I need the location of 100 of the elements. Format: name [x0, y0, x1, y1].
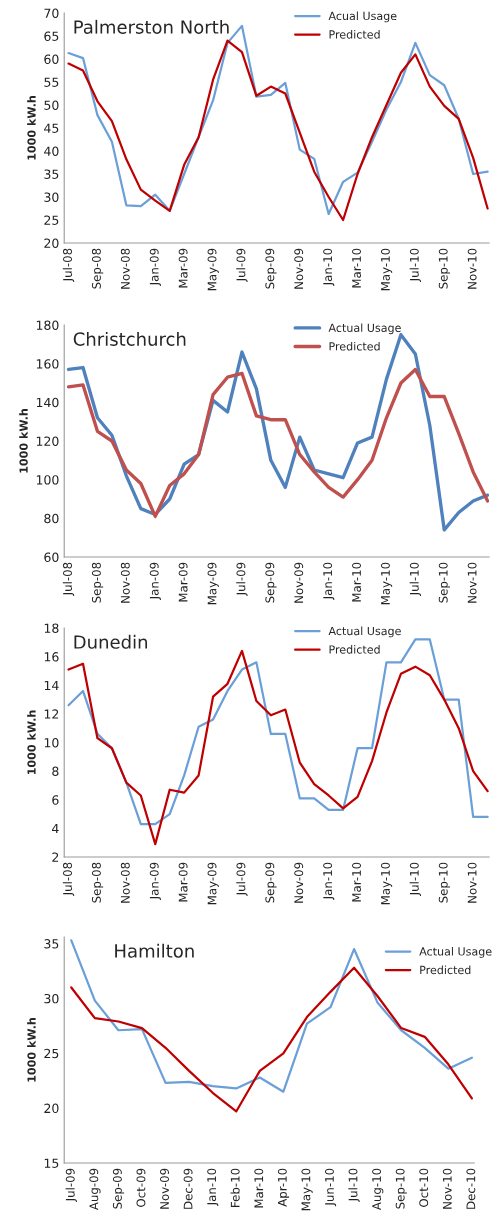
x-tick-label: Sep-10 — [438, 562, 450, 603]
y-tick-label: 140 — [36, 397, 59, 408]
chart-title: Christchurch — [73, 331, 186, 346]
x-tick-label: Sep-09 — [265, 562, 277, 603]
x-tick-label: Jul-09 — [65, 1168, 77, 1202]
legend-label: Predicted — [329, 645, 380, 654]
y-tick-label: 6 — [52, 795, 59, 805]
x-tick-label: Jun-10 — [324, 1168, 337, 1207]
y-tick-label: 20 — [44, 1103, 59, 1114]
x-tick-label: Sep-10 — [438, 862, 450, 903]
y-tick-label: 60 — [44, 54, 59, 64]
x-tick-label: Jul-08 — [62, 562, 75, 596]
x-tick-label: Jan-09 — [149, 862, 161, 900]
x-tick-label: Jul-09 — [236, 862, 248, 896]
y-tick-label: 10 — [44, 737, 59, 748]
x-tick-label: Jul-08 — [62, 248, 75, 282]
x-tick-label: Jul-09 — [236, 248, 248, 282]
x-tick-label: Nov-10 — [467, 562, 477, 603]
y-tick-label: 180 — [36, 320, 59, 330]
y-axis-title: 1000 kW.h — [27, 710, 36, 775]
x-tick-label: Jul-10 — [409, 862, 421, 896]
x-tick-label: Mar-10 — [352, 248, 361, 288]
y-tick-label: 100 — [36, 475, 59, 485]
y-tick-label: 15 — [44, 1158, 59, 1168]
x-tick-label: Nov-08 — [120, 248, 130, 289]
y-tick-label: 12 — [44, 709, 59, 719]
y-axis-title: 1000 kW.h — [27, 96, 36, 160]
y-tick-label: 18 — [44, 623, 59, 633]
y-tick-label: 30 — [44, 993, 59, 1004]
x-tick-label: Oct-09 — [136, 1168, 146, 1207]
x-tick-label: Jan-10 — [323, 248, 335, 286]
legend-label: Acual Usage — [328, 11, 397, 23]
x-tick-label: Nov-09 — [294, 248, 304, 289]
x-tick-label: Sep-08 — [91, 562, 104, 603]
y-tick-label: 80 — [44, 513, 59, 524]
x-tick-label: Sep-08 — [91, 248, 104, 289]
legend-label: Actual Usage — [328, 323, 401, 335]
y-tick-label: 70 — [44, 8, 59, 18]
x-tick-label: Sep-10 — [395, 1168, 407, 1209]
x-tick-label: Aug-10 — [372, 1168, 384, 1211]
y-tick-label: 35 — [44, 939, 59, 949]
x-tick-label: Mar-09 — [178, 248, 188, 288]
x-tick-label: Sep-09 — [112, 1168, 125, 1209]
x-tick-label: Mar-10 — [352, 862, 361, 902]
y-tick-label: 8 — [52, 766, 59, 777]
x-tick-label: Mar-10 — [352, 562, 361, 602]
y-tick-label: 120 — [36, 436, 59, 446]
x-tick-label: May-09 — [207, 562, 219, 605]
x-tick-label: Jan-09 — [149, 248, 161, 286]
legend-label: Predicted — [420, 965, 471, 975]
x-tick-label: Oct-10 — [419, 1168, 429, 1207]
legend-label: Actual Usage — [419, 947, 492, 958]
chart-title: Dunedin — [74, 634, 147, 649]
y-tick-label: 35 — [44, 169, 59, 179]
x-tick-label: Mar-09 — [178, 562, 188, 602]
y-tick-label: 50 — [44, 100, 59, 110]
x-tick-label: Sep-09 — [265, 862, 277, 903]
x-tick-label: Jan-09 — [149, 562, 161, 600]
x-tick-label: Jul-10 — [409, 248, 421, 282]
x-tick-label: May-10 — [380, 562, 393, 605]
x-tick-label: Nov-09 — [160, 1168, 169, 1209]
x-tick-label: Jul-09 — [236, 562, 248, 596]
x-tick-label: Jan-10 — [323, 562, 335, 600]
x-tick-label: Nov-10 — [467, 862, 477, 903]
line-series — [66, 367, 490, 519]
y-tick-label: 60 — [44, 552, 59, 562]
x-tick-label: Nov-09 — [294, 862, 304, 903]
x-tick-label: May-09 — [207, 248, 219, 291]
x-tick-label: Nov-08 — [120, 862, 130, 903]
x-tick-label: Jul-10 — [348, 1168, 360, 1202]
legend-label: Actual Usage — [328, 626, 401, 638]
x-tick-label: Mar-09 — [178, 862, 188, 902]
x-tick-label: Jan-10 — [323, 862, 335, 900]
x-tick-label: Nov-10 — [467, 248, 477, 289]
y-tick-label: 45 — [44, 123, 59, 133]
y-tick-label: 65 — [44, 31, 59, 41]
x-tick-label: Nov-10 — [442, 1168, 452, 1209]
y-tick-label: 20 — [44, 238, 59, 248]
y-tick-label: 25 — [44, 1048, 59, 1059]
chart-title: Palmerston North — [74, 19, 229, 34]
x-tick-label: Jan-10 — [207, 1168, 219, 1206]
x-tick-label: May-10 — [380, 248, 393, 291]
x-tick-label: Sep-08 — [91, 862, 104, 903]
y-tick-label: 30 — [44, 192, 59, 202]
x-tick-label: Jul-10 — [409, 562, 421, 596]
y-tick-label: 2 — [52, 852, 59, 862]
y-tick-label: 25 — [44, 215, 59, 225]
x-tick-label: May-10 — [380, 862, 393, 905]
x-tick-label: Sep-10 — [438, 248, 450, 289]
x-tick-label: Aug-09 — [89, 1168, 101, 1211]
y-tick-label: 14 — [44, 680, 59, 690]
y-tick-label: 40 — [44, 146, 59, 156]
x-tick-label: Nov-08 — [120, 562, 130, 603]
legend-label: Predicted — [329, 30, 380, 39]
x-tick-label: Feb-10 — [230, 1168, 240, 1207]
y-axis-title: 1000 kW.h — [19, 409, 28, 473]
x-tick-label: May-10 — [301, 1168, 313, 1211]
x-tick-label: Jul-08 — [62, 862, 75, 896]
y-tick-label: 4 — [52, 824, 59, 834]
legend-label: Predicted — [329, 341, 380, 351]
